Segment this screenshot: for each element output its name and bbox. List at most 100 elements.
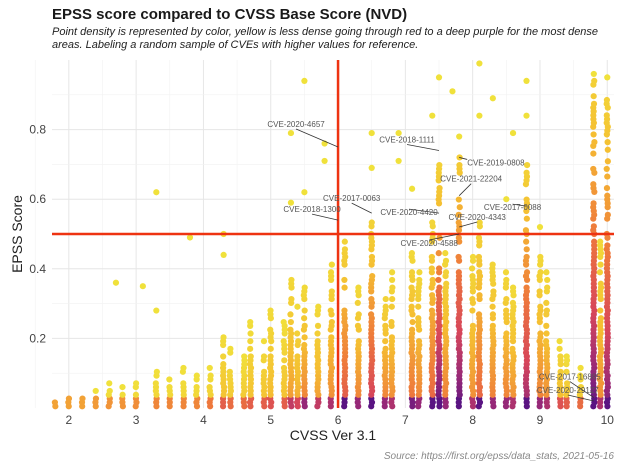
data-point bbox=[490, 288, 497, 295]
data-point bbox=[294, 353, 301, 360]
data-point bbox=[502, 269, 510, 276]
chart-subtitle: Point density is represented by color, y… bbox=[52, 26, 599, 51]
data-point bbox=[469, 253, 477, 261]
annotation-leader bbox=[429, 233, 460, 241]
data-point bbox=[267, 307, 274, 314]
data-point bbox=[590, 165, 597, 173]
data-point bbox=[388, 303, 395, 310]
x-tick-labels: 2 3 4 5 6 7 8 9 10 bbox=[65, 413, 614, 427]
data-point bbox=[590, 181, 597, 188]
data-point bbox=[287, 318, 294, 326]
x-tick-label: 7 bbox=[402, 413, 409, 427]
data-point bbox=[563, 368, 570, 375]
data-point bbox=[139, 283, 146, 290]
data-point bbox=[604, 74, 611, 81]
y-tick-labels: 0.2 0.4 0.6 0.8 bbox=[29, 123, 46, 346]
data-point bbox=[341, 246, 349, 253]
data-point bbox=[591, 238, 598, 245]
data-point bbox=[476, 60, 483, 67]
data-point bbox=[180, 364, 187, 372]
data-point bbox=[523, 169, 530, 176]
data-point bbox=[301, 284, 308, 291]
data-point bbox=[536, 223, 544, 231]
data-point bbox=[112, 279, 120, 286]
data-point bbox=[542, 338, 550, 345]
data-point bbox=[301, 334, 308, 341]
data-point bbox=[503, 307, 510, 314]
data-point bbox=[509, 345, 516, 352]
data-point bbox=[523, 246, 530, 253]
data-point bbox=[597, 307, 604, 314]
data-point bbox=[443, 280, 450, 287]
data-point bbox=[227, 345, 234, 352]
data-point bbox=[503, 196, 510, 203]
data-point bbox=[523, 238, 530, 245]
data-point bbox=[475, 234, 483, 241]
data-point bbox=[523, 215, 530, 222]
data-point bbox=[295, 338, 302, 345]
annotation-leader bbox=[458, 183, 472, 197]
data-point bbox=[590, 150, 597, 157]
x-tick-label: 4 bbox=[200, 413, 207, 427]
data-point bbox=[220, 361, 227, 368]
data-point bbox=[207, 372, 214, 379]
data-point bbox=[206, 364, 213, 372]
data-point bbox=[341, 307, 348, 314]
data-point bbox=[153, 189, 160, 196]
annotation-leader bbox=[567, 394, 594, 402]
data-point bbox=[597, 315, 605, 322]
data-point bbox=[106, 387, 113, 395]
data-point bbox=[503, 330, 510, 337]
data-point bbox=[456, 133, 463, 140]
data-point bbox=[287, 129, 295, 137]
data-point bbox=[604, 158, 611, 165]
data-point bbox=[603, 165, 610, 173]
y-tick-label: 0.6 bbox=[29, 192, 46, 206]
data-point bbox=[456, 204, 463, 211]
data-point bbox=[301, 307, 308, 314]
data-point bbox=[294, 303, 301, 310]
data-point bbox=[301, 77, 308, 84]
data-point bbox=[341, 238, 348, 245]
data-point bbox=[368, 311, 375, 318]
x-tick-label: 8 bbox=[469, 413, 476, 427]
annotation-leader bbox=[295, 128, 339, 148]
data-point bbox=[436, 265, 443, 272]
data-point bbox=[260, 353, 268, 360]
annotation-label: CVE-2020-4343 bbox=[449, 213, 507, 222]
annotation-label: CVE-2020-4657 bbox=[267, 120, 325, 129]
data-point bbox=[537, 253, 544, 261]
data-point bbox=[476, 269, 483, 276]
annotation-leader bbox=[459, 157, 468, 160]
data-point bbox=[469, 322, 477, 329]
data-point bbox=[590, 131, 597, 138]
data-point bbox=[327, 307, 334, 314]
data-point bbox=[590, 70, 597, 78]
data-point bbox=[596, 269, 604, 276]
data-point bbox=[536, 288, 543, 295]
data-point bbox=[591, 77, 598, 84]
data-point bbox=[435, 276, 442, 284]
data-point bbox=[475, 311, 483, 318]
data-point bbox=[509, 129, 517, 137]
data-point bbox=[456, 161, 463, 169]
data-point bbox=[415, 338, 423, 345]
data-point bbox=[428, 265, 435, 272]
annotation-leader bbox=[569, 381, 595, 398]
data-point bbox=[557, 368, 564, 375]
data-point bbox=[563, 353, 570, 360]
data-point bbox=[287, 326, 294, 333]
data-point bbox=[543, 269, 550, 276]
data-point bbox=[395, 157, 402, 165]
data-point bbox=[354, 299, 361, 307]
x-tick-label: 3 bbox=[133, 413, 140, 427]
data-point bbox=[577, 364, 584, 372]
data-point bbox=[442, 257, 450, 264]
data-point bbox=[489, 95, 496, 102]
y-tick-label: 0.8 bbox=[29, 123, 46, 137]
data-point bbox=[220, 251, 227, 258]
data-point bbox=[382, 295, 389, 303]
chart-title: EPSS score compared to CVSS Base Score (… bbox=[52, 6, 408, 23]
annotation-label: CVE-2017-0088 bbox=[484, 203, 542, 212]
